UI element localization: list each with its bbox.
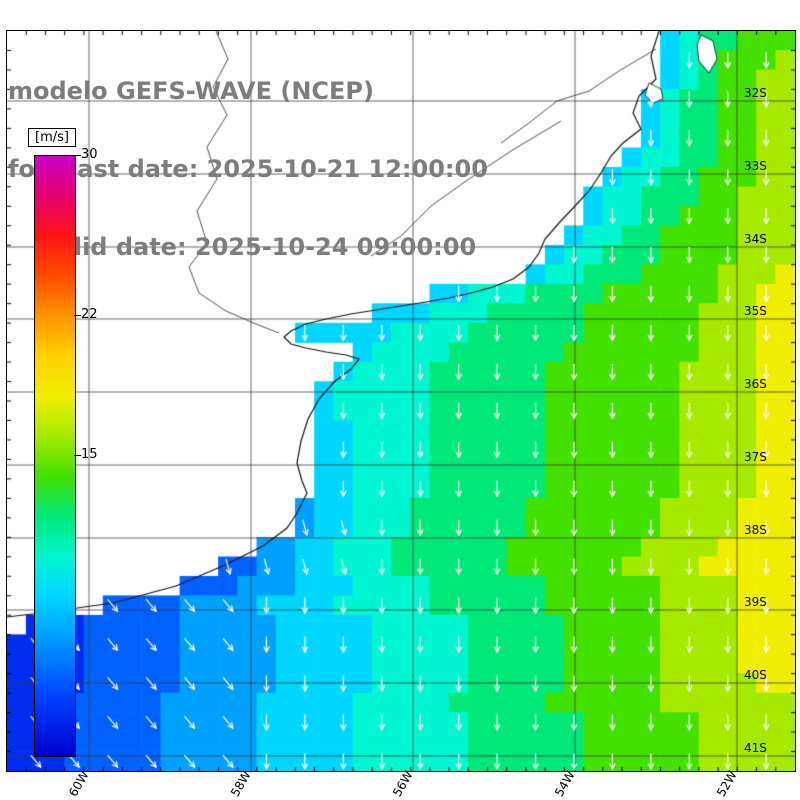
- wind-field-canvas: [7, 31, 795, 771]
- colorbar-gradient: [34, 155, 76, 757]
- colorbar-tick-mark-15: [74, 455, 81, 456]
- lat-label-37s: 37S: [744, 450, 767, 464]
- lat-label-41s: 41S: [744, 741, 767, 755]
- colorbar-tick-mark-30: [74, 155, 81, 156]
- title-line-forecast-date: forecast date: 2025-10-21 12:00:00: [8, 155, 488, 183]
- lon-label-52w: 52W: [714, 768, 740, 799]
- colorbar-tick-label-15: 15: [81, 447, 98, 462]
- lat-label-32s: 32S: [744, 86, 767, 100]
- lat-label-35s: 35S: [744, 304, 767, 318]
- title-line-valid-date: valid date: 2025-10-24 09:00:00: [42, 233, 477, 261]
- lat-label-33s: 33S: [744, 159, 767, 173]
- colorbar-tick-label-30: 30: [81, 147, 98, 162]
- colorbar-tick-label-22: 22: [81, 307, 98, 322]
- lon-label-54w: 54W: [552, 768, 578, 799]
- lat-label-34s: 34S: [744, 232, 767, 246]
- colorbar-unit-label: [m/s]: [28, 128, 76, 147]
- lon-label-58w: 58W: [228, 768, 254, 799]
- lon-label-60w: 60W: [66, 768, 92, 799]
- title-block: modelo GEFS-WAVE (NCEP) forecast date: 2…: [8, 26, 488, 312]
- lat-label-40s: 40S: [744, 668, 767, 682]
- lat-label-36s: 36S: [744, 377, 767, 391]
- map-frame: [6, 30, 796, 772]
- lat-label-39s: 39S: [744, 595, 767, 609]
- lon-label-56w: 56W: [390, 768, 416, 799]
- lat-label-38s: 38S: [744, 523, 767, 537]
- title-line-model: modelo GEFS-WAVE (NCEP): [8, 77, 374, 105]
- colorbar-tick-mark-22: [74, 315, 81, 316]
